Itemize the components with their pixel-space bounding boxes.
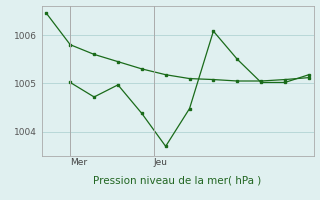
Text: Jeu: Jeu (154, 158, 168, 167)
X-axis label: Pression niveau de la mer( hPa ): Pression niveau de la mer( hPa ) (93, 175, 262, 185)
Text: Mer: Mer (70, 158, 87, 167)
